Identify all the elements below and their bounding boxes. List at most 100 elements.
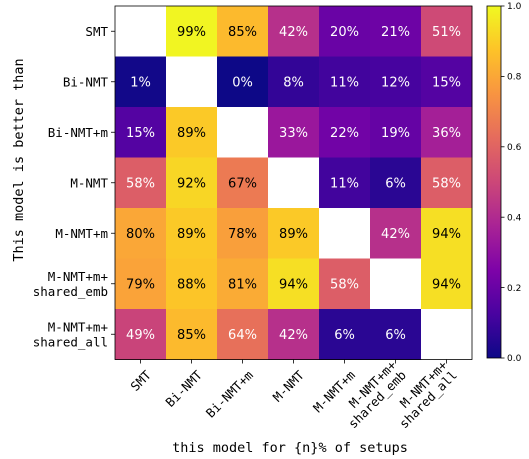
heatmap-cell — [421, 157, 473, 209]
y-tick-labels: SMT Bi-NMT Bi-NMT+m M-NMT M-NMT+m M-NMT+m+ sha… — [33, 24, 115, 349]
heatmap-cell — [166, 157, 218, 209]
colorbar-gradient — [486, 5, 502, 359]
cell-value-label: 94% — [432, 277, 461, 292]
cell-value-label: 85% — [177, 328, 206, 343]
heatmap-cells: 99% 85% 42% 20% 21% 51% 1% 0% 8% 11% 12% 15% 15% 89% 3… — [115, 6, 473, 360]
colorbar-tick-label: 0.2 — [507, 284, 521, 294]
cell-value-label: 0% — [232, 75, 253, 90]
y-tick-label: M-NMT — [70, 175, 108, 190]
cell-value-label: 33% — [279, 126, 308, 141]
cell-value-label: 67% — [228, 176, 257, 191]
heatmap-empty-cell — [319, 208, 370, 259]
cell-value-label: 11% — [330, 176, 359, 191]
cell-value-label: 58% — [432, 176, 461, 191]
cell-value-label: 79% — [126, 277, 155, 292]
cell-value-label: 19% — [381, 126, 410, 141]
colorbar — [486, 5, 502, 359]
y-tick-label: Bi-NMT+m — [48, 125, 108, 140]
heatmap-cell — [268, 107, 320, 158]
heatmap-empty-cell — [268, 157, 319, 208]
heatmap-cell — [421, 258, 473, 310]
cell-value-label: 6% — [385, 328, 406, 343]
heatmap-cell — [115, 107, 167, 158]
heatmap-cell — [319, 157, 371, 209]
cell-value-label: 51% — [432, 25, 461, 40]
cell-value-label: 89% — [177, 126, 206, 141]
colorbar-ticks: 0.0 0.2 0.4 0.6 0.8 1.0 — [501, 2, 522, 364]
colorbar-tick-label: 0.8 — [507, 73, 522, 83]
heatmap-cell — [370, 6, 422, 57]
heatmap-cell — [268, 258, 320, 310]
heatmap-cell — [166, 107, 218, 158]
cell-value-label: 8% — [283, 75, 304, 90]
heatmap-cell — [370, 107, 422, 158]
y-axis-label: This model is better than — [11, 58, 27, 261]
cell-value-label: 85% — [228, 25, 257, 40]
x-tick-label: Bi-NMT — [162, 367, 205, 410]
cell-value-label: 89% — [177, 227, 206, 242]
heatmap-cell — [421, 107, 473, 158]
cell-value-label: 42% — [279, 328, 308, 343]
heatmap-cell — [319, 309, 371, 360]
heatmap-cell — [319, 6, 371, 57]
heatmap-cell — [268, 309, 320, 360]
heatmap-cell — [166, 208, 218, 259]
cell-value-label: 1% — [130, 75, 151, 90]
cell-value-label: 94% — [432, 227, 461, 242]
cell-value-label: 64% — [228, 328, 257, 343]
heatmap-cell — [319, 56, 371, 108]
cell-value-label: 6% — [385, 176, 406, 191]
x-axis-label: this model for {n}% of setups — [172, 440, 408, 456]
heatmap-cell — [217, 208, 269, 259]
heatmap-cell — [268, 6, 320, 57]
x-tick-label: M-NMT+m — [310, 367, 358, 415]
heatmap-cell — [217, 56, 269, 108]
heatmap-cell — [166, 6, 218, 57]
heatmap-empty-cell — [421, 309, 472, 360]
cell-value-label: 78% — [228, 227, 257, 242]
heatmap-cell — [370, 157, 422, 209]
y-tick-label: M-NMT+m+ shared_emb — [33, 269, 108, 299]
y-tick-label: Bi-NMT — [63, 74, 109, 89]
heatmap-cell — [319, 107, 371, 158]
cell-value-label: 80% — [126, 227, 155, 242]
x-tick-label: Bi-NMT+m — [203, 367, 256, 420]
heatmap-cell — [421, 208, 473, 259]
cell-value-label: 15% — [126, 126, 155, 141]
heatmap-empty-cell — [166, 56, 217, 107]
heatmap-cell — [370, 309, 422, 360]
cell-value-label: 81% — [228, 277, 257, 292]
x-tick-label: SMT — [127, 367, 154, 394]
heatmap-empty-cell — [115, 6, 166, 57]
y-tick-label: M-NMT+m — [55, 226, 108, 241]
cell-value-label: 42% — [381, 227, 410, 242]
cell-value-label: 22% — [330, 126, 359, 141]
cell-value-label: 42% — [279, 25, 308, 40]
y-tick-label: M-NMT+m+ shared_all — [33, 319, 108, 349]
heatmap-cell — [421, 6, 473, 57]
heatmap-empty-cell — [217, 107, 268, 158]
heatmap-cell — [217, 258, 269, 310]
heatmap-cell — [217, 309, 269, 360]
heatmap-cell — [268, 56, 320, 108]
heatmap-cell — [268, 208, 320, 259]
x-tick-label: M-NMT — [270, 367, 308, 405]
heatmap-cell — [115, 208, 167, 259]
heatmap-cell — [370, 56, 422, 108]
heatmap-cell — [115, 56, 167, 108]
cell-value-label: 36% — [432, 126, 461, 141]
heatmap-cell — [421, 56, 473, 108]
cell-value-label: 94% — [279, 277, 308, 292]
cell-value-label: 99% — [177, 25, 206, 40]
colorbar-tick-label: 0.6 — [507, 143, 522, 153]
cell-value-label: 6% — [334, 328, 355, 343]
heatmap-cell — [166, 258, 218, 310]
cell-value-label: 88% — [177, 277, 206, 292]
heatmap-cell — [217, 157, 269, 209]
heatmap-cell — [319, 258, 371, 310]
cell-value-label: 12% — [381, 75, 410, 90]
heatmap-cell — [217, 6, 269, 57]
heatmap-cell — [115, 309, 167, 360]
